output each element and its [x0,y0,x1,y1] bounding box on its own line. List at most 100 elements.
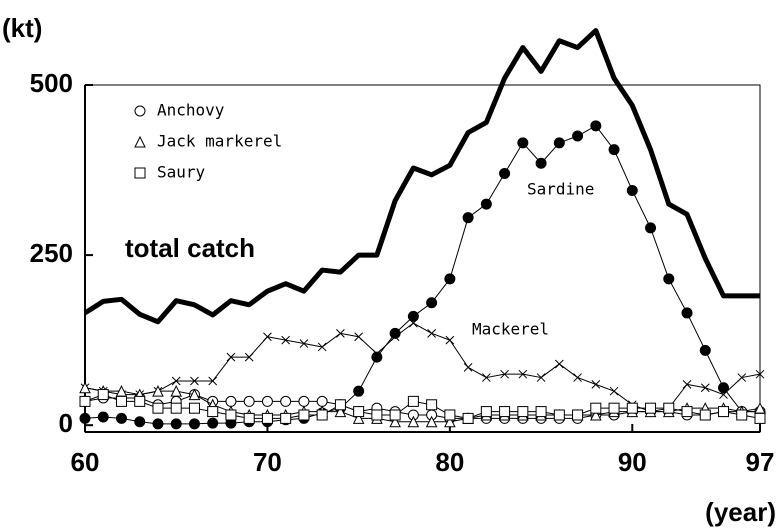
marker [188,388,201,401]
marker [334,399,346,411]
marker [316,409,328,421]
marker [663,402,675,414]
marker [626,184,638,196]
marker [426,399,438,411]
marker [261,412,273,424]
marker [445,335,455,345]
marker [152,418,164,430]
marker [573,373,582,382]
marker [736,409,748,421]
marker [755,369,765,379]
marker [316,395,328,407]
series-line [83,28,760,325]
marker [499,406,511,418]
marker [407,395,419,407]
legend-marker [134,105,146,117]
marker [115,412,127,424]
y-tick-label: 0 [59,408,73,438]
legend-label: Jack markerel [157,132,282,151]
marker [298,395,310,407]
x-tick-label: 70 [253,447,282,477]
marker [700,383,710,393]
marker [407,415,420,428]
marker [353,406,365,418]
marker [170,402,182,414]
marker [334,405,347,418]
series-label: total catch [125,233,255,263]
marker [79,381,91,394]
marker [481,373,491,382]
marker [263,332,272,342]
marker [480,406,492,418]
marker [590,120,602,132]
marker [79,395,91,407]
marker [699,409,711,421]
marker [535,157,547,169]
marker [97,389,109,401]
marker [608,144,620,156]
marker [499,167,511,179]
legend-marker [134,135,146,148]
marker [682,380,692,389]
legend-marker [134,167,146,179]
marker [352,412,365,424]
marker [462,212,474,224]
marker [353,385,365,397]
marker [754,412,766,424]
marker [737,373,747,382]
marker [718,406,730,418]
marker [463,363,473,372]
marker [389,415,401,428]
marker [243,412,255,424]
marker [244,352,254,362]
marker [590,408,602,421]
marker [171,376,181,386]
marker [609,386,619,396]
marker [79,412,91,424]
marker [188,418,200,430]
series-label: Sardine [527,180,594,199]
marker [134,395,146,407]
marker [590,402,602,414]
marker [718,382,730,394]
marker [608,402,620,414]
marker [645,402,657,414]
marker [134,416,146,428]
marker [407,310,419,322]
marker [317,342,327,352]
marker [518,369,528,379]
marker [152,385,164,397]
marker [645,222,657,234]
marker [681,307,693,319]
marker [281,335,291,345]
y-axis-label: (kt) [2,13,42,43]
marker [207,417,219,429]
marker [336,328,345,338]
marker [719,390,728,399]
marker [226,352,236,362]
marker [626,402,638,414]
marker [535,406,547,418]
x-tick-label: 90 [618,447,647,477]
marker [225,409,237,421]
series-label: Mackerel [472,320,549,339]
marker [517,137,529,149]
x-tick-label: 60 [71,447,100,477]
marker [280,395,292,407]
marker [190,376,199,386]
marker [115,395,127,407]
marker [208,376,218,386]
marker [553,409,565,421]
marker [444,273,456,285]
x-tick-label: 80 [435,447,464,477]
series-line [84,394,760,419]
marker [554,359,564,369]
series-line [84,387,761,423]
marker [97,411,109,423]
marker [572,409,584,421]
x-tick-label: 97 [746,447,775,477]
marker [298,409,310,421]
marker [371,409,383,421]
marker [663,273,675,285]
